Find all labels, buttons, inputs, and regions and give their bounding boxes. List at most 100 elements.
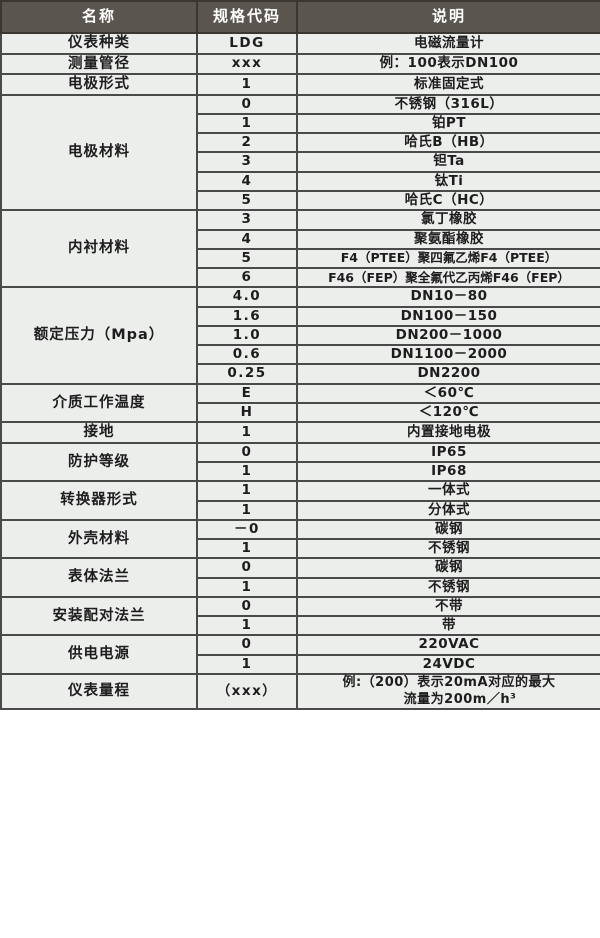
table-row: 接地 1 内置接地电极 <box>0 421 600 444</box>
row-group-name: 额定压力（Mpa） <box>0 286 198 385</box>
spec-description-cell: 聚氨酯橡胶 <box>296 228 600 250</box>
spec-code-cell: 1 <box>196 499 298 521</box>
spec-description-cell: 内置接地电极 <box>296 421 600 444</box>
spec-description-cell: 220VAC <box>296 634 600 656</box>
spec-description-cell: 带 <box>296 615 600 637</box>
row-group-name: 电极形式 <box>0 73 198 96</box>
table-row: 电极形式 1 标准固定式 <box>0 73 600 96</box>
table-row: 0.25 DN2200 <box>1 363 600 385</box>
table-body: 仪表种类 LDG 电磁流量计 测量管径 xxx 例：100表示DN100 电极形式 1 标准固定… <box>0 32 600 711</box>
table-row: 测量管径 xxx 例：100表示DN100 <box>0 52 600 76</box>
spec-code-cell: 2 <box>196 132 298 154</box>
spec-description-cell: 哈氏C（HC） <box>296 189 600 212</box>
row-group-name: 安装配对法兰 <box>0 595 198 637</box>
spec-code-cell: 5 <box>196 189 298 212</box>
spec-code-cell: 1 <box>196 615 298 637</box>
table-row: 4 聚氨酯橡胶 <box>1 228 600 250</box>
spec-code-cell: 0 <box>196 634 298 656</box>
table-row: 安装配对法兰 0 不带 <box>0 595 600 637</box>
column-header-code: 规格代码 <box>196 0 298 34</box>
spec-code-cell: 6 <box>196 267 298 289</box>
table-row: 1 铂PT <box>1 112 600 135</box>
spec-description-cell: 氯丁橡胶 <box>296 209 600 231</box>
row-group-name: 转换器形式 <box>0 480 198 521</box>
spec-description-cell: ＜60℃ <box>296 382 600 404</box>
spec-description-cell: F46（FEP）聚全氟代乙丙烯F46（FEP） <box>296 267 600 289</box>
table-row: 表体法兰 0 碳钢 <box>0 557 600 598</box>
table-row: 3 钽Ta <box>1 151 600 173</box>
description-line: 例:（200）表示20mA对应的最大 <box>342 674 556 690</box>
table-row: 额定压力（Mpa） 4.0 DN10－80 <box>0 286 600 385</box>
spec-code-cell: E <box>196 382 298 404</box>
spec-code-cell: 0 <box>196 595 298 618</box>
row-group-name: 表体法兰 <box>0 557 198 598</box>
row-group-name: 防护等级 <box>0 441 198 483</box>
table-row: 外壳材料 －0 碳钢 <box>0 518 600 560</box>
table-row: 防护等级 0 IP65 <box>0 441 600 483</box>
table-row: 仪表量程 （xxx） 例:（200）表示20mA对应的最大 流量为200m／h³ <box>0 672 600 711</box>
spec-code-cell: LDG <box>196 32 298 55</box>
column-header-name: 名称 <box>0 0 198 34</box>
row-group-name: 仪表量程 <box>0 672 198 711</box>
spec-code-cell: 1.0 <box>196 324 298 347</box>
table-row: 1 24VDC <box>1 653 600 675</box>
spec-code-cell: H <box>196 401 298 424</box>
table-row: 电极材料 0 不锈钢（316L） <box>0 93 600 212</box>
spec-code-cell: 0 <box>196 441 298 463</box>
table-row: 6 F46（FEP）聚全氟代乙丙烯F46（FEP） <box>1 267 600 289</box>
spec-description-cell: 例：100表示DN100 <box>296 52 600 76</box>
table-row: 1 IP68 <box>1 460 600 483</box>
spec-description-cell: 不带 <box>296 595 600 618</box>
spec-description-cell: DN1100－2000 <box>296 344 600 366</box>
column-header-description: 说明 <box>296 0 600 34</box>
spec-description-cell: 不锈钢 <box>296 576 600 598</box>
spec-description-cell: 标准固定式 <box>296 73 600 96</box>
spec-description-cell: DN10－80 <box>296 286 600 308</box>
spec-description-cell: IP68 <box>296 460 600 483</box>
specification-code-table: 名称 规格代码 说明 仪表种类 LDG 电磁流量计 测量管径 xxx 例：100表示DN1… <box>0 0 600 711</box>
spec-description-cell: 碳钢 <box>296 557 600 579</box>
header-row: 名称 规格代码 说明 <box>0 0 600 34</box>
spec-code-cell: 1 <box>196 480 298 502</box>
spec-description-cell: 分体式 <box>296 499 600 521</box>
spec-code-cell: 0 <box>196 93 298 115</box>
table-header: 名称 规格代码 说明 <box>0 0 600 34</box>
spec-description-cell: 例:（200）表示20mA对应的最大 流量为200m／h³ <box>296 672 600 711</box>
table-row: 介质工作温度 E ＜60℃ <box>0 382 600 424</box>
table-row: 供电电源 0 220VAC <box>0 634 600 675</box>
spec-description-cell: DN200－1000 <box>296 324 600 347</box>
table-row: 1.0 DN200－1000 <box>1 324 600 347</box>
table-row: 2 哈氏B（HB） <box>1 132 600 154</box>
table-row: 4 钛Ti <box>1 170 600 192</box>
spec-code-cell: 3 <box>196 209 298 231</box>
spec-code-cell: －0 <box>196 518 298 541</box>
description-line: 流量为200m／h³ <box>403 691 517 707</box>
spec-code-cell: xxx <box>196 52 298 76</box>
spec-code-cell: 4 <box>196 228 298 250</box>
row-group-name: 电极材料 <box>0 93 198 212</box>
spec-code-cell: 1 <box>196 576 298 598</box>
spec-code-cell: 5 <box>196 247 298 270</box>
spec-description-cell: 不锈钢（316L） <box>296 93 600 115</box>
table-row: 5 F4（PTEE）聚四氟乙烯F4（PTEE） <box>1 247 600 270</box>
table-row: 仪表种类 LDG 电磁流量计 <box>0 32 600 55</box>
spec-description-cell: IP65 <box>296 441 600 463</box>
spec-description-cell: F4（PTEE）聚四氟乙烯F4（PTEE） <box>296 247 600 270</box>
spec-description-cell: 不锈钢 <box>296 538 600 560</box>
row-group-name: 接地 <box>0 421 198 444</box>
spec-code-cell: 0.6 <box>196 344 298 366</box>
spec-description-cell: 钽Ta <box>296 151 600 173</box>
spec-code-cell: 1 <box>196 538 298 560</box>
table-row: 0.6 DN1100－2000 <box>1 344 600 366</box>
spec-description-cell: 哈氏B（HB） <box>296 132 600 154</box>
row-group-name: 仪表种类 <box>0 32 198 55</box>
table-row: 5 哈氏C（HC） <box>1 189 600 212</box>
spec-code-cell: （xxx） <box>196 672 298 711</box>
table-row: 1 不锈钢 <box>1 576 600 598</box>
spec-code-cell: 1 <box>196 653 298 675</box>
row-group-name: 外壳材料 <box>0 518 198 560</box>
spec-description-cell: DN100－150 <box>296 305 600 327</box>
spec-code-cell: 1 <box>196 460 298 483</box>
row-group-name: 内衬材料 <box>0 209 198 289</box>
